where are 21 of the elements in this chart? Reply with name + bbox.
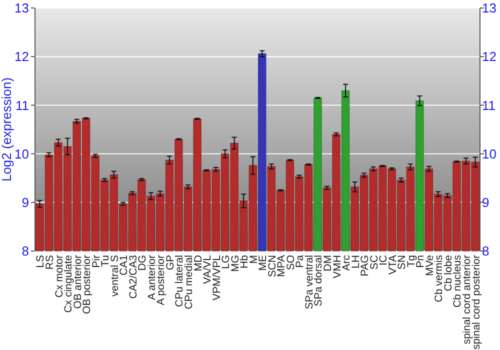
x-tick-label: SPa dorsal — [312, 255, 325, 306]
x-tick-label: LG — [220, 255, 232, 270]
y2-tick-label: 13 — [482, 0, 496, 16]
y-tick-label: 8 — [22, 244, 29, 259]
y-tick-label: 12 — [14, 49, 29, 64]
y2-tick-label: 12 — [482, 49, 496, 64]
x-tick-label: Cb lobe — [442, 254, 454, 292]
y-tick-label: 13 — [14, 0, 29, 16]
y2-tick-label: 8 — [482, 244, 490, 259]
y-tick-label: 10 — [14, 146, 29, 162]
x-tick-label: CPu medial — [183, 255, 195, 310]
y2-tick-label: 11 — [482, 98, 496, 113]
y-tick-label: 11 — [16, 98, 29, 113]
x-tick-label: VMH — [331, 255, 344, 278]
x-tick-label: Cb nucleus — [452, 255, 464, 308]
y-tick-label: 9 — [22, 194, 29, 210]
y-axis-title: Log2 (expression) — [0, 77, 14, 182]
x-tick-label: MD — [192, 254, 204, 272]
x-tick-label: DM — [322, 255, 334, 272]
y2-tick-label: 9 — [482, 194, 490, 210]
y2-tick-label: 10 — [482, 146, 496, 162]
